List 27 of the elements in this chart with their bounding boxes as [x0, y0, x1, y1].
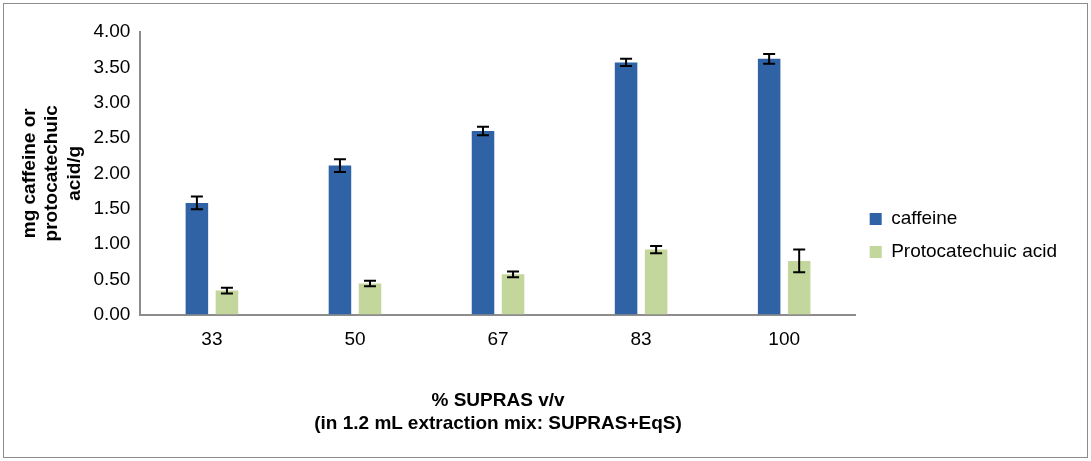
x-tick-label: 33: [201, 328, 223, 350]
x-axis-title: % SUPRAS v/v (in 1.2 mL extraction mix: SUPRAS+EqS): [314, 389, 682, 433]
bar: [501, 274, 525, 315]
bar: [471, 130, 495, 315]
y-axis-title: mg caffeine or protocatechuic acid/g: [17, 104, 85, 242]
legend-label: Protocatechuic acid: [891, 240, 1058, 262]
bar: [358, 283, 382, 315]
bar: [757, 58, 781, 315]
y-tick-label: 2.50: [93, 126, 131, 148]
bar: [644, 249, 668, 315]
legend-label: caffeine: [891, 207, 958, 229]
y-tick-label: 4.00: [93, 20, 131, 42]
x-tick-label: 100: [768, 328, 801, 350]
y-tick-label: 1.00: [93, 232, 131, 254]
y-tick-label: 0.00: [93, 302, 131, 324]
y-tick-label: 2.00: [93, 161, 131, 183]
bar: [185, 202, 209, 315]
y-tick-label: 3.00: [93, 90, 131, 112]
y-tick-label: 0.50: [93, 267, 131, 289]
x-tick-label: 67: [487, 328, 509, 350]
bar: [328, 165, 352, 315]
y-tick-label: 1.50: [93, 196, 131, 218]
x-tick-label: 50: [344, 328, 366, 350]
x-tick-label: 83: [630, 328, 652, 350]
bar: [614, 62, 638, 315]
y-tick-label: 3.50: [93, 55, 131, 77]
bar: [787, 260, 811, 315]
